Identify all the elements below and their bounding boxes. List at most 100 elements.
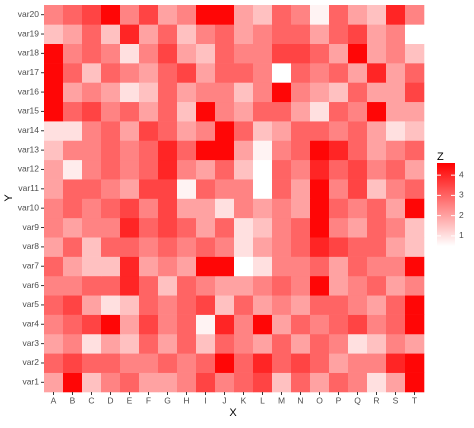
cell	[234, 333, 254, 354]
x-tick-label: I	[204, 395, 206, 405]
cell	[329, 140, 349, 161]
cell	[310, 256, 330, 277]
cell	[329, 295, 349, 315]
cell	[44, 237, 64, 257]
cell	[139, 140, 159, 161]
cell	[329, 24, 349, 44]
cell	[272, 140, 292, 161]
cell	[196, 121, 216, 141]
cell	[272, 217, 292, 238]
x-tick-label: D	[107, 395, 113, 405]
cell	[44, 159, 64, 180]
cell	[158, 198, 178, 219]
cell	[329, 217, 349, 238]
cell	[158, 237, 178, 257]
cell	[177, 372, 197, 393]
cell	[310, 372, 330, 393]
cell	[139, 237, 159, 257]
cell	[82, 198, 102, 219]
cell	[234, 43, 254, 64]
cell	[215, 217, 235, 238]
cell	[63, 179, 83, 199]
cell	[63, 295, 83, 315]
cell	[310, 237, 330, 257]
cell	[177, 256, 197, 277]
cell	[367, 217, 387, 238]
cell	[215, 372, 235, 393]
cell	[44, 372, 64, 393]
cell	[272, 5, 292, 25]
cell	[367, 140, 387, 161]
cell	[348, 275, 368, 296]
cell	[215, 237, 235, 257]
cell	[120, 333, 140, 354]
cell	[139, 217, 159, 238]
cell	[215, 295, 235, 315]
cell	[196, 43, 216, 64]
cell	[348, 217, 368, 238]
cell	[120, 295, 140, 315]
cell	[120, 82, 140, 103]
cell	[101, 179, 121, 199]
cell	[291, 5, 311, 25]
cell	[348, 372, 368, 393]
cell	[196, 314, 216, 335]
cell	[367, 179, 387, 199]
cell	[348, 314, 368, 335]
cell	[177, 353, 197, 373]
cell	[234, 372, 254, 393]
cell	[386, 140, 406, 161]
cell	[196, 159, 216, 180]
cell	[272, 63, 292, 83]
cell	[177, 217, 197, 238]
cell	[44, 101, 64, 122]
cell	[44, 275, 64, 296]
cell	[367, 372, 387, 393]
cell	[120, 179, 140, 199]
cell	[234, 24, 254, 44]
cell	[234, 353, 254, 373]
cell	[253, 179, 273, 199]
cell	[158, 275, 178, 296]
cell	[253, 101, 273, 122]
cell	[291, 43, 311, 64]
cell	[253, 295, 273, 315]
cell	[158, 24, 178, 44]
cell	[329, 314, 349, 335]
cell	[215, 82, 235, 103]
cell	[177, 43, 197, 64]
cell	[82, 372, 102, 393]
cell	[291, 121, 311, 141]
y-axis-title: Y	[3, 194, 15, 202]
cell	[101, 159, 121, 180]
cell	[367, 353, 387, 373]
cell	[158, 63, 178, 83]
x-tick-label: H	[183, 395, 189, 405]
cell	[348, 353, 368, 373]
cell	[139, 121, 159, 141]
cell	[120, 101, 140, 122]
cell	[215, 63, 235, 83]
cell	[101, 198, 121, 219]
cell	[310, 295, 330, 315]
cell	[63, 121, 83, 141]
cell	[215, 121, 235, 141]
x-tick-label: A	[51, 395, 57, 405]
cell	[101, 314, 121, 335]
cell	[177, 82, 197, 103]
cell	[139, 63, 159, 83]
cell	[386, 372, 406, 393]
y-tick-label: var15	[18, 106, 40, 116]
cell	[177, 63, 197, 83]
cell	[291, 217, 311, 238]
cell	[120, 140, 140, 161]
cell	[310, 5, 330, 25]
cell	[272, 333, 292, 354]
y-tick-label: var12	[18, 164, 40, 174]
cell	[44, 353, 64, 373]
cell	[44, 63, 64, 83]
cell	[329, 5, 349, 25]
y-tick-label: var17	[18, 67, 40, 77]
cell	[329, 275, 349, 296]
cell	[253, 43, 273, 64]
